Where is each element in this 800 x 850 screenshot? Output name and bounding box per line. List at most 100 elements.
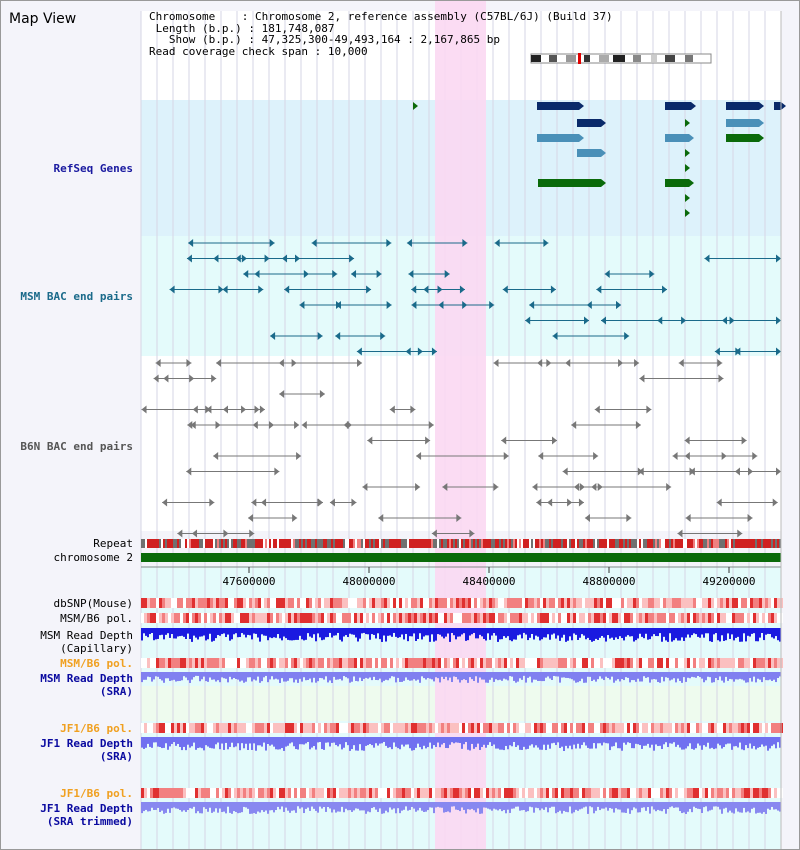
repeat-feature [581,539,583,548]
polymorphism-heat-cell [633,723,636,733]
polymorphism-heat-cell [615,788,618,798]
read-depth-bar [225,628,227,638]
read-depth-bar [353,737,355,746]
polymorphism-heat-cell [609,613,612,623]
msm-bac-label[interactable]: MSM BAC end pairs [20,290,133,303]
read-depth-bar [527,802,529,812]
refseq-genes-label[interactable]: RefSeq Genes [53,162,133,175]
polymorphism-heat-cell [405,788,408,798]
repeat-feature [407,539,409,548]
polymorphism-heat-cell [618,658,621,668]
read-depth-bar [753,672,755,677]
repeat-feature [751,539,753,548]
repeat-feature [401,539,403,548]
read-depth-bar [397,672,399,678]
read-depth-bar [389,628,391,636]
repeat-feature [741,539,743,548]
polymorphism-heat-cell [501,658,504,668]
gene-strand-arrow [685,119,690,127]
repeat-feature [771,539,773,548]
read-depth-bar [547,672,549,677]
polymorphism-heat-cell [450,723,453,733]
polymorphism-heat-cell [192,613,195,623]
polymorphism-heat-cell [357,613,360,623]
read-depth-bar [141,628,143,641]
polymorphism-heat-cell [357,598,360,608]
read-depth-bar [709,672,711,678]
read-depth-bar [773,628,775,639]
polymorphism-heat-cell [405,598,408,608]
repeat-feature [637,539,639,548]
repeat-feature [191,539,193,548]
polymorphism-heat-cell [249,613,252,623]
read-depth-bar [313,737,315,747]
polymorphism-heat-cell [462,613,465,623]
read-depth-bar [707,737,709,743]
read-depth-bar [567,672,569,678]
repeat-feature [449,539,451,548]
polymorphism-heat-cell [768,613,771,623]
repeat-feature [363,539,365,548]
read-depth-bar [265,737,267,751]
read-depth-bar [309,802,311,811]
polymorphism-heat-cell [282,598,285,608]
polymorphism-heat-cell [204,613,207,623]
repeat-feature [533,539,535,548]
read-depth-bar [601,628,603,636]
repeat-feature [609,539,611,548]
read-depth-bar [609,628,611,639]
read-depth-bar [397,628,399,638]
read-depth-bar [549,737,551,749]
read-depth-bar [357,802,359,809]
polymorphism-heat-cell [639,723,642,733]
repeat-feature [501,539,503,548]
polymorphism-heat-cell [627,788,630,798]
read-depth-bar [403,672,405,681]
polymorphism-heat-cell [486,658,489,668]
repeat-feature [719,539,721,548]
polymorphism-heat-cell [579,613,582,623]
read-depth-bar [215,628,217,639]
read-depth-bar [647,672,649,678]
repeat-feature [375,539,377,548]
read-depth-bar [759,628,761,638]
read-depth-bar [243,628,245,635]
read-depth-bar [411,628,413,637]
read-depth-bar [511,628,513,642]
polymorphism-heat-cell [423,613,426,623]
polymorphism-heat-cell [255,613,258,623]
read-depth-bar [145,737,147,748]
read-depth-bar [321,802,323,809]
read-depth-bar [349,628,351,634]
read-depth-bar [701,737,703,750]
read-depth-bar [239,802,241,813]
repeat-feature [649,539,651,548]
polymorphism-heat-cell [585,723,588,733]
polymorphism-heat-cell [456,598,459,608]
polymorphism-heat-cell [456,788,459,798]
polymorphism-heat-cell [480,658,483,668]
read-depth-bar [465,672,467,681]
polymorphism-heat-cell [495,613,498,623]
polymorphism-heat-cell [297,723,300,733]
msm-bac-pair-end [529,301,535,309]
polymorphism-heat-cell [627,598,630,608]
polymorphism-heat-cell [774,723,777,733]
read-depth-bar [527,672,529,678]
ideogram-band [549,55,557,62]
b6n-bac-pair-end [186,467,192,476]
read-depth-bar [169,628,171,638]
read-depth-bar [529,802,531,807]
read-depth-bar [189,672,191,683]
polymorphism-heat-cell [606,613,609,623]
b6n-bac-pair-end [162,498,168,507]
read-depth-bar [515,672,517,683]
read-depth-bar [409,737,411,749]
read-depth-bar [291,628,293,641]
polymorphism-heat-cell [450,788,453,798]
read-depth-bar [503,672,505,679]
read-depth-bar [607,672,609,678]
repeat-feature [653,539,655,548]
b6n-bac-label[interactable]: B6N BAC end pairs [20,440,133,453]
polymorphism-heat-cell [657,788,660,798]
